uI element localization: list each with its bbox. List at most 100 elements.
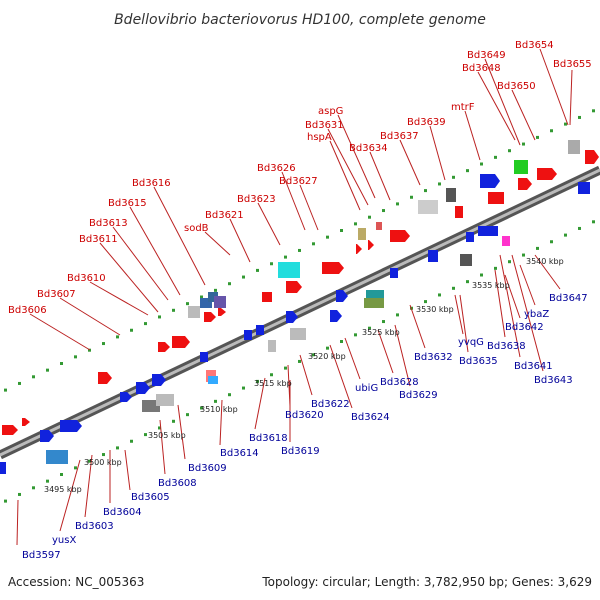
gene-label[interactable]: Bd3634 [349, 143, 388, 154]
gene-block [478, 226, 498, 236]
gene-label[interactable]: Bd3643 [534, 375, 573, 386]
gene-label[interactable]: yvqG [458, 337, 484, 348]
gene-label[interactable]: Bd3655 [553, 59, 592, 70]
leader-line [59, 459, 81, 532]
gene-label[interactable]: Bd3626 [257, 163, 296, 174]
guide-dot [452, 175, 455, 179]
gene-label[interactable]: ybaZ [524, 309, 549, 320]
leader-line [59, 297, 121, 336]
scale-tick-label: 3540 kbp [526, 257, 564, 266]
gene-label[interactable]: Bd3618 [249, 433, 288, 444]
gene-label[interactable]: Bd3647 [549, 293, 588, 304]
leader-line [494, 269, 506, 338]
guide-dot [18, 492, 21, 496]
guide-dot [550, 129, 553, 133]
gene-block [244, 330, 252, 340]
guide-dot [270, 262, 273, 266]
gene-block [262, 292, 272, 302]
gene-arrow [158, 342, 170, 352]
guide-dot [102, 342, 105, 346]
gene-block [142, 400, 160, 412]
gene-label[interactable]: Bd3650 [497, 81, 536, 92]
gene-label[interactable]: Bd3649 [467, 50, 506, 61]
gene-arrow [286, 311, 298, 323]
gene-label[interactable]: Bd3608 [158, 478, 197, 489]
gene-label[interactable]: Bd3619 [281, 446, 320, 457]
gene-label[interactable]: Bd3621 [205, 210, 244, 221]
gene-label[interactable]: Bd3606 [8, 305, 47, 316]
gene-label[interactable]: Bd3637 [380, 131, 419, 142]
gene-block [208, 292, 218, 302]
guide-dot [200, 295, 203, 299]
gene-label[interactable]: Bd3611 [79, 234, 118, 245]
guide-dot [508, 260, 511, 264]
gene-block [460, 254, 472, 266]
gene-block [46, 450, 68, 464]
gene-block [290, 328, 306, 340]
gene-label[interactable]: Bd3654 [515, 40, 554, 51]
gene-arrow [40, 430, 54, 442]
scale-tick-label: 3495 kbp [44, 485, 82, 494]
gene-label[interactable]: Bd3605 [131, 492, 170, 503]
leader-line [257, 202, 281, 246]
gene-label[interactable]: Bd3635 [459, 356, 498, 367]
gene-block [208, 376, 218, 384]
guide-dot [312, 242, 315, 246]
gene-block [502, 236, 510, 246]
guide-dot [312, 353, 315, 357]
scale-tick-label: 3535 kbp [472, 281, 510, 290]
gene-block [376, 222, 382, 230]
gene-label[interactable]: ubiG [355, 383, 378, 394]
gene-block [488, 192, 504, 204]
leader-line [504, 274, 521, 319]
gene-arrow [336, 290, 348, 302]
guide-dot [564, 122, 567, 126]
gene-label[interactable]: Bd3628 [380, 377, 419, 388]
guide-dot [536, 135, 539, 139]
gene-label[interactable]: Bd3622 [311, 399, 350, 410]
gene-label[interactable]: Bd3609 [188, 463, 227, 474]
gene-label[interactable]: Bd3620 [285, 410, 324, 421]
gene-label[interactable]: Bd3607 [37, 289, 76, 300]
leader-line [511, 89, 536, 141]
gene-label[interactable]: Bd3632 [414, 352, 453, 363]
leader-line [394, 324, 411, 387]
gene-label[interactable]: yusX [52, 535, 76, 546]
gene-label[interactable]: hspA [307, 132, 332, 143]
gene-arrow [330, 310, 342, 322]
guide-dot [340, 229, 343, 232]
gene-label[interactable]: Bd3629 [399, 390, 438, 401]
guide-dot [60, 473, 63, 476]
gene-label[interactable]: Bd3615 [108, 198, 147, 209]
gene-label[interactable]: Bd3627 [279, 176, 318, 187]
gene-arrow [2, 425, 18, 435]
leader-line [29, 313, 91, 351]
leader-line [89, 281, 149, 316]
gene-label[interactable]: Bd3610 [67, 273, 106, 284]
gene-label[interactable]: Bd3631 [305, 120, 344, 131]
gene-label[interactable]: mtrF [451, 102, 475, 113]
gene-label[interactable]: sodB [184, 223, 209, 234]
gene-label[interactable]: Bd3623 [237, 194, 276, 205]
genome-stats-text: Topology: circular; Length: 3,782,950 bp… [261, 575, 592, 589]
gene-label[interactable]: Bd3604 [103, 507, 142, 518]
guide-dot [298, 248, 301, 252]
gene-label[interactable]: Bd3597 [22, 550, 61, 561]
gene-label[interactable]: Bd3603 [75, 521, 114, 532]
gene-label[interactable]: Bd3624 [351, 412, 390, 423]
gene-label[interactable]: aspG [318, 106, 343, 117]
guide-dot [214, 288, 217, 292]
gene-label[interactable]: Bd3638 [487, 341, 526, 352]
gene-label[interactable]: Bd3648 [462, 63, 501, 74]
gene-block [390, 268, 398, 278]
gene-label[interactable]: Bd3613 [89, 218, 128, 229]
gene-label[interactable]: Bd3616 [132, 178, 171, 189]
gene-label[interactable]: Bd3641 [514, 361, 553, 372]
gene-label[interactable]: Bd3642 [505, 322, 544, 333]
guide-dot [186, 413, 189, 417]
gene-arrow [22, 418, 30, 426]
gene-arrow [537, 168, 557, 180]
guide-dot [46, 368, 49, 372]
gene-label[interactable]: Bd3639 [407, 117, 446, 128]
gene-label[interactable]: Bd3614 [220, 448, 259, 459]
